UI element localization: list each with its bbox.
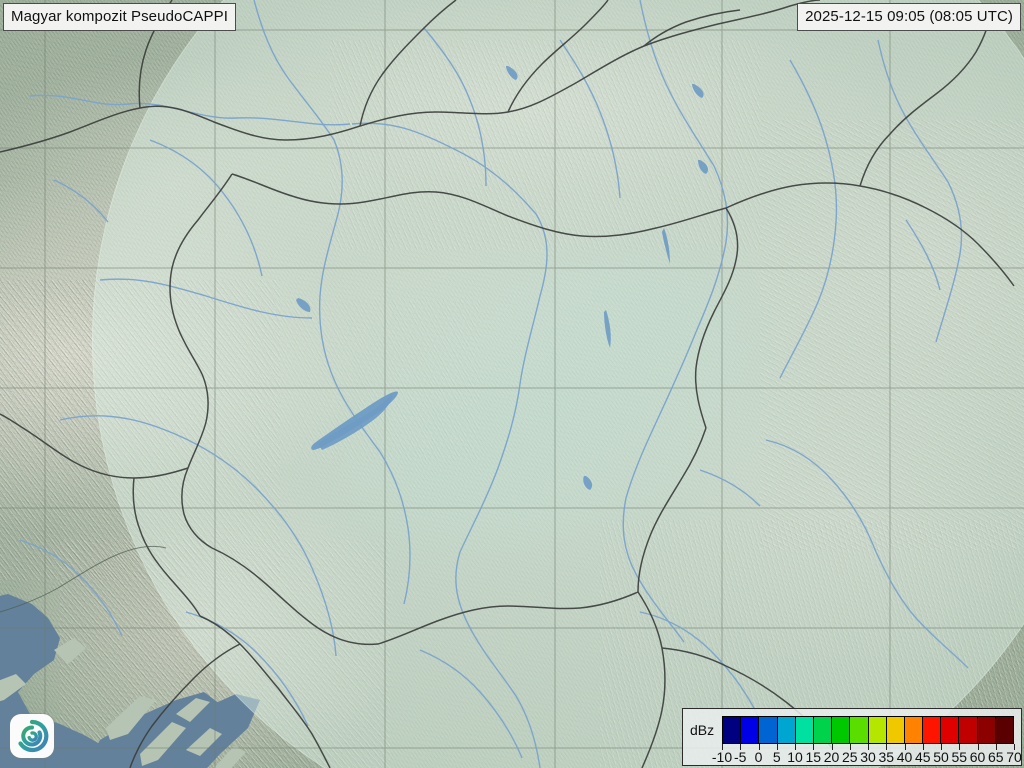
timestamp-chip: 2025-12-15 09:05 (08:05 UTC)	[797, 3, 1021, 31]
legend-tick	[776, 744, 778, 750]
product-title: Magyar kompozit PseudoCAPPI	[11, 8, 228, 25]
legend-swatch	[723, 717, 742, 743]
legend-tick-label: 10	[787, 749, 803, 765]
legend-tick-label: 20	[823, 749, 840, 765]
coastline	[0, 545, 167, 613]
legend-swatch	[813, 717, 833, 743]
legend-ticks	[722, 744, 1015, 752]
legend-tick	[904, 744, 906, 750]
timestamp-text: 2025-12-15 09:05 (08:05 UTC)	[805, 8, 1013, 25]
legend-tick-label: 35	[878, 749, 895, 765]
rivers	[19, 0, 969, 768]
legend-tick-label: 15	[805, 749, 822, 765]
legend-tick	[977, 744, 979, 750]
legend-tick-label: 70	[1006, 749, 1022, 765]
legend-swatch	[850, 717, 869, 743]
legend-tick	[868, 744, 869, 750]
lake-balaton	[311, 391, 398, 450]
swirl-logo-icon	[18, 719, 49, 753]
legend-swatch	[886, 717, 905, 743]
legend-tick	[740, 744, 742, 750]
legend-tick-label: 60	[969, 749, 986, 765]
legend-swatch	[868, 717, 887, 743]
lakes	[296, 66, 708, 490]
legend-swatch	[941, 717, 960, 743]
legend-tick-label: 65	[987, 749, 1004, 765]
legend-swatch	[832, 717, 851, 743]
radar-coverage-dome	[92, 0, 1024, 768]
legend-swatch	[995, 717, 1013, 743]
legend-tick-label: -10	[711, 749, 733, 765]
legend-tick	[886, 744, 888, 750]
legend-tick	[795, 744, 796, 750]
legend-swatch	[904, 717, 924, 743]
legend-unit-label: dBz	[690, 722, 715, 738]
legend-tick	[959, 744, 961, 750]
legend-swatch	[741, 717, 760, 743]
legend-tick-labels: -10 -5 0 5 10 15 20 25 30 35 40 45 50 55 60 65 70	[712, 749, 1022, 768]
dbz-colorbar-legend: dBz -10 -5 0 5 10 15 20 25 30 35 40 45 50 55 60 65 70	[682, 708, 1022, 766]
legend-tick-label: 5	[772, 749, 781, 765]
legend-swatch	[795, 717, 814, 743]
legend-tick-label: 0	[754, 749, 763, 765]
legend-tick	[831, 744, 833, 750]
product-title-chip: Magyar kompozit PseudoCAPPI	[3, 3, 236, 31]
legend-color-bar	[722, 716, 1014, 744]
legend-tick-label: -5	[734, 749, 747, 765]
legend-tick-label: 25	[841, 749, 858, 765]
legend-tick	[941, 744, 942, 750]
legend-tick	[758, 744, 760, 750]
legend-tick-label: 40	[896, 749, 913, 765]
legend-tick	[995, 744, 997, 750]
legend-swatch	[923, 717, 942, 743]
legend-swatch	[777, 717, 796, 743]
legend-tick-label: 50	[933, 749, 949, 765]
legend-swatch	[959, 717, 978, 743]
legend-tick	[922, 744, 924, 750]
legend-tick	[1014, 744, 1015, 750]
legend-swatch	[759, 717, 778, 743]
swirl-logo[interactable]	[10, 714, 54, 758]
legend-swatch	[977, 717, 996, 743]
legend-tick	[849, 744, 851, 750]
legend-tick	[813, 744, 815, 750]
legend-tick-label: 30	[860, 749, 876, 765]
legend-tick	[722, 744, 723, 750]
legend-tick-label: 45	[914, 749, 931, 765]
legend-tick-label: 55	[951, 749, 968, 765]
